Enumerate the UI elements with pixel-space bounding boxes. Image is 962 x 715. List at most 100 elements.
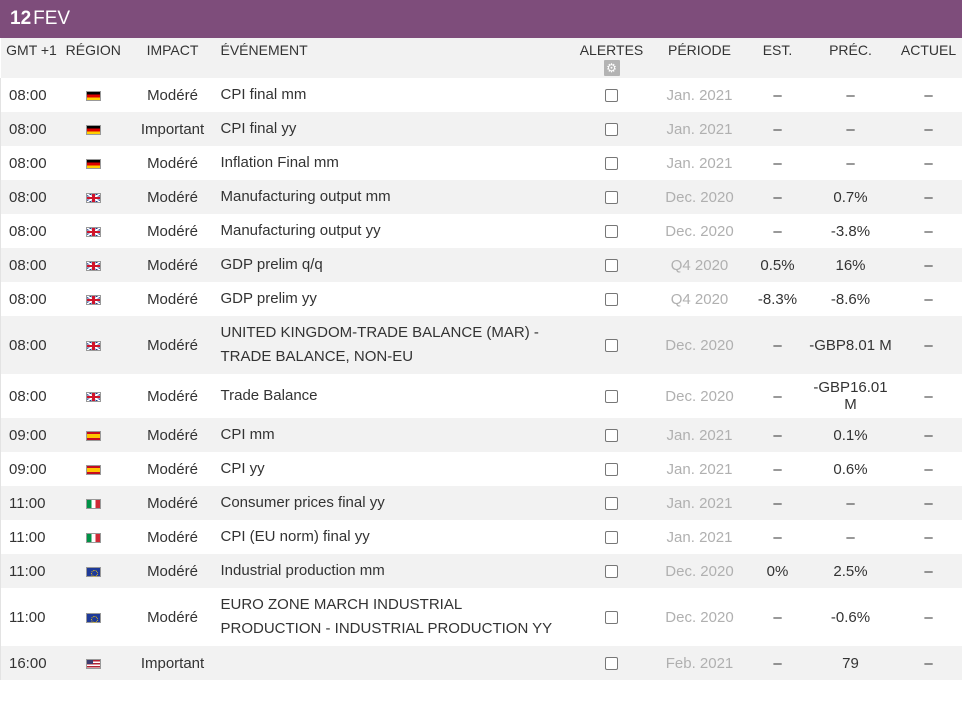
event-name[interactable]: Consumer prices final yy [220, 494, 385, 511]
event-alert [573, 180, 651, 214]
event-name[interactable]: CPI final mm [220, 86, 307, 103]
alert-checkbox[interactable] [605, 565, 618, 579]
table-row[interactable]: 09:00 Modéré CPI mm Jan. 2021 – 0.1% – [0, 418, 962, 452]
event-impact: Modéré [147, 608, 198, 626]
alert-checkbox[interactable] [605, 123, 618, 137]
event-name[interactable]: GDP prelim q/q [220, 256, 323, 273]
event-period: Dec. 2020 [665, 608, 734, 626]
event-impact: Modéré [147, 426, 198, 444]
event-estimate: – [773, 336, 782, 354]
table-row[interactable]: 08:00 Modéré CPI final mm Jan. 2021 – – – [0, 78, 962, 112]
event-time: 09:00 [0, 418, 63, 452]
event-name[interactable]: CPI mm [220, 426, 275, 443]
event-alert [573, 112, 651, 146]
event-impact: Modéré [147, 528, 198, 546]
table-row[interactable]: 08:00 Modéré UNITED KINGDOM-TRADE BALANCE … [0, 316, 962, 374]
event-impact: Modéré [147, 336, 198, 354]
event-previous: -3.8% [830, 222, 871, 240]
event-previous: -8.6% [830, 290, 871, 308]
event-time: 08:00 [0, 146, 63, 180]
event-impact: Modéré [147, 154, 198, 172]
event-time: 11:00 [0, 554, 63, 588]
alert-checkbox[interactable] [605, 191, 618, 205]
event-period: Dec. 2020 [665, 222, 734, 240]
event-actual: – [924, 460, 933, 478]
alert-checkbox[interactable] [605, 339, 618, 353]
alert-checkbox[interactable] [605, 259, 618, 273]
event-estimate: – [773, 494, 782, 512]
event-region [63, 78, 125, 112]
alert-checkbox[interactable] [605, 497, 618, 511]
event-estimate: – [773, 528, 782, 546]
col-header-time: GMT +1 [6, 42, 57, 58]
table-row[interactable]: 08:00 Modéré GDP prelim yy Q4 2020 -8.3% -8.6… [0, 282, 962, 316]
flag-gb-icon [85, 391, 101, 402]
event-time: 11:00 [0, 486, 63, 520]
table-row[interactable]: 11:00 Modéré EURO ZONE MARCH INDUSTRIAL PR… [0, 588, 962, 646]
table-row[interactable]: 09:00 Modéré CPI yy Jan. 2021 – 0.6% – [0, 452, 962, 486]
table-row[interactable]: 08:00 Modéré Manufacturing output yy Dec. 2… [0, 214, 962, 248]
table-row[interactable]: 08:00 Modéré Trade Balance Dec. 2020 – -GBP16… [0, 374, 962, 418]
event-actual: – [924, 494, 933, 512]
event-impact: Modéré [147, 222, 198, 240]
event-name[interactable]: Industrial production mm [220, 562, 385, 579]
event-name[interactable]: Manufacturing output mm [220, 188, 391, 205]
event-period: Jan. 2021 [666, 86, 733, 104]
event-name[interactable]: Trade Balance [220, 387, 318, 404]
event-actual: – [924, 256, 933, 274]
alert-checkbox[interactable] [605, 611, 618, 625]
event-name[interactable]: Inflation Final mm [220, 154, 339, 171]
table-row[interactable]: 16:00 Important Feb. 2021 – 79 – [0, 646, 962, 680]
event-time: 08:00 [0, 248, 63, 282]
table-row[interactable]: 08:00 Modéré Inflation Final mm Jan. 2021 – –… [0, 146, 962, 180]
event-estimate: – [773, 654, 782, 672]
event-name[interactable]: Manufacturing output yy [220, 222, 381, 239]
event-previous: 16% [835, 256, 866, 274]
flag-gb-icon [85, 260, 101, 271]
date-month: FEV [33, 8, 71, 29]
event-impact: Modéré [147, 290, 198, 308]
event-name[interactable]: UNITED KINGDOM-TRADE BALANCE (MAR) - TRA… [220, 324, 539, 365]
alert-checkbox[interactable] [605, 429, 618, 443]
event-name[interactable]: EURO ZONE MARCH INDUSTRIAL PRODUCTION - … [220, 596, 553, 637]
table-row[interactable]: 11:00 Modéré CPI (EU norm) final yy Jan. 20… [0, 520, 962, 554]
event-actual: – [924, 154, 933, 172]
table-row[interactable]: 08:00 Modéré Manufacturing output mm Dec. 2… [0, 180, 962, 214]
table-row[interactable]: 11:00 Modéré Consumer prices final yy Jan. … [0, 486, 962, 520]
flag-gb-icon [85, 294, 101, 305]
event-name[interactable]: GDP prelim yy [220, 290, 317, 307]
date-day: 12 [10, 8, 32, 29]
alert-checkbox[interactable] [605, 463, 618, 477]
table-row[interactable]: 08:00 Important CPI final yy Jan. 2021 – – – [0, 112, 962, 146]
event-region [63, 486, 125, 520]
alert-checkbox[interactable] [605, 657, 618, 671]
event-previous: 0.1% [833, 426, 868, 444]
event-name[interactable] [221, 646, 573, 680]
event-name[interactable]: CPI final yy [220, 120, 297, 137]
table-row[interactable]: 11:00 Modéré Industrial production mm Dec. … [0, 554, 962, 588]
flag-gb-icon [85, 226, 101, 237]
event-region [63, 418, 125, 452]
event-previous: 79 [842, 654, 859, 672]
event-name[interactable]: CPI (EU norm) final yy [220, 528, 370, 545]
event-actual: – [924, 120, 933, 138]
event-name[interactable]: CPI yy [220, 460, 265, 477]
event-period: Dec. 2020 [665, 387, 734, 405]
event-region [63, 146, 125, 180]
alert-checkbox[interactable] [605, 89, 618, 103]
event-alert [573, 418, 651, 452]
event-alert [573, 248, 651, 282]
event-previous: -0.6% [830, 608, 871, 626]
gear-icon[interactable]: ⚙ [603, 60, 620, 76]
alert-checkbox[interactable] [605, 157, 618, 171]
event-period: Q4 2020 [670, 256, 729, 274]
alert-checkbox[interactable] [605, 531, 618, 545]
alert-checkbox[interactable] [605, 390, 618, 404]
table-row[interactable]: 08:00 Modéré GDP prelim q/q Q4 2020 0.5% 16% – [0, 248, 962, 282]
alert-checkbox[interactable] [605, 293, 618, 307]
event-estimate: – [773, 387, 782, 405]
alert-checkbox[interactable] [605, 225, 618, 239]
event-alert [573, 452, 651, 486]
flag-de-icon [85, 158, 101, 169]
event-period: Jan. 2021 [666, 154, 733, 172]
